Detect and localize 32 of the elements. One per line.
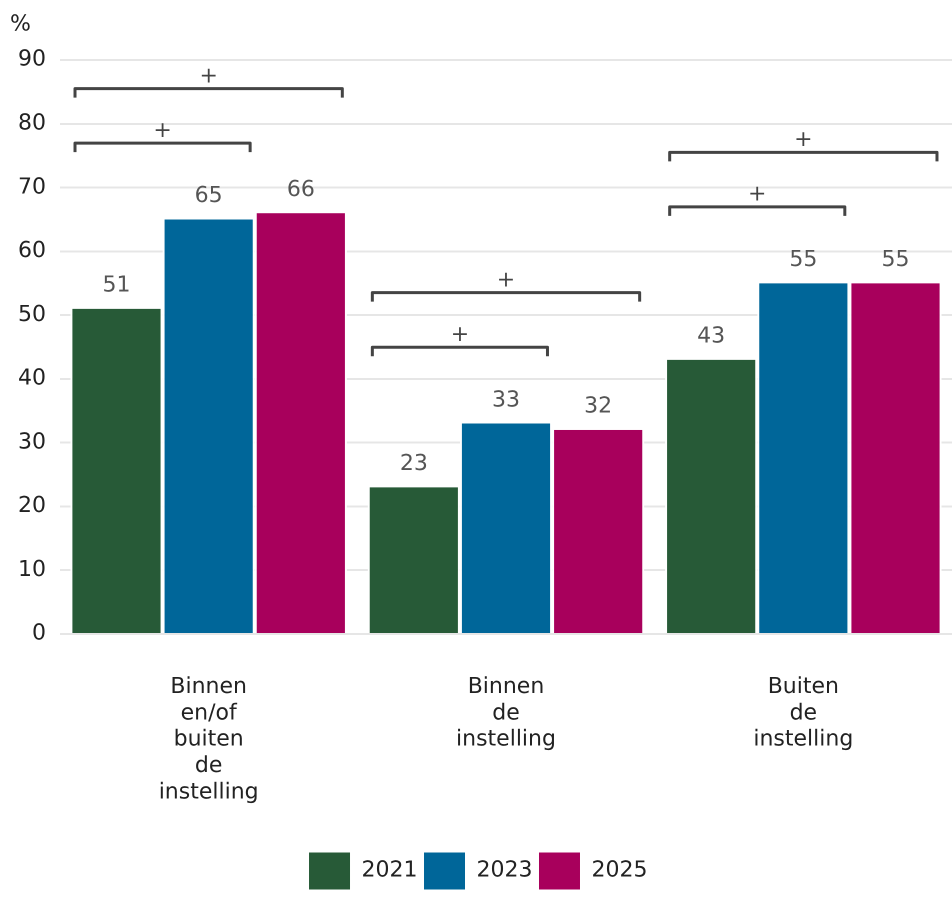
data-label: 65 <box>194 183 223 208</box>
annotation: + <box>496 267 516 292</box>
data-label: 51 <box>102 272 130 298</box>
annotation: + <box>748 182 766 207</box>
y-tick-label: 50 <box>18 302 46 327</box>
y-tick-label: 90 <box>18 46 46 72</box>
legend-label: 2021 <box>362 858 418 883</box>
y-tick-label: 0 <box>32 620 46 646</box>
x-tick-label: Binnen en/of buiten de instelling <box>158 674 259 805</box>
data-label: 33 <box>492 387 520 412</box>
data-label: 43 <box>697 323 726 348</box>
data-label: 66 <box>286 176 315 202</box>
legend-label: 2025 <box>591 858 648 883</box>
data-label: 55 <box>882 246 910 272</box>
y-axis-title: % <box>10 12 31 37</box>
annotation: + <box>794 127 813 152</box>
y-tick-label: 80 <box>18 110 46 136</box>
y-tick-label: 40 <box>18 366 46 391</box>
legend-label: 2023 <box>476 858 533 883</box>
data-label: 55 <box>789 246 818 272</box>
data-label: 32 <box>584 394 612 419</box>
y-tick-label: 70 <box>18 174 46 200</box>
x-tick-label: Binnen de instelling <box>456 674 556 752</box>
x-tick-label: Buiten de instelling <box>753 674 854 752</box>
y-tick-label: 10 <box>18 556 46 582</box>
data-label: 23 <box>400 451 428 476</box>
y-tick-label: 30 <box>18 429 46 454</box>
y-tick-label: 60 <box>18 238 46 264</box>
y-tick-label: 20 <box>18 493 46 518</box>
annotation: + <box>153 118 172 143</box>
annotation: + <box>199 63 218 88</box>
annotation: + <box>450 322 470 347</box>
